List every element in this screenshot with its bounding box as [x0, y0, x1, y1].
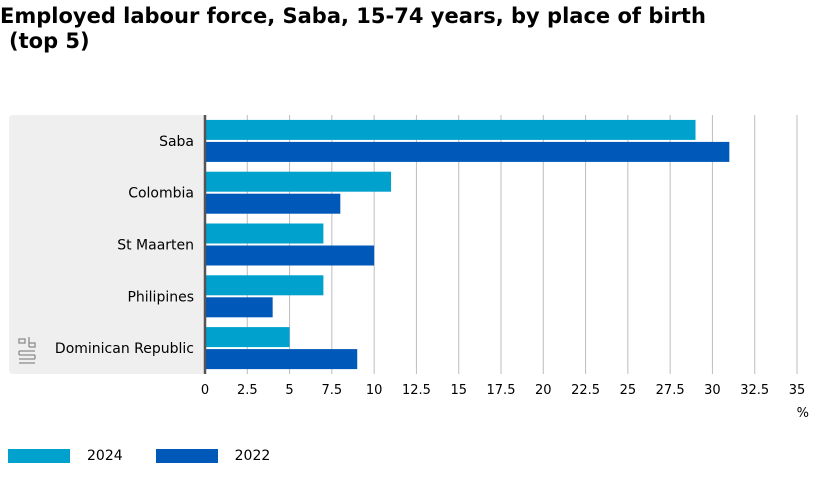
category-labels: Saba Colombia St Maarten Philipines Dominica… [55, 134, 194, 357]
category-label: Philipines [127, 289, 194, 305]
x-tick-label: 17.5 [487, 383, 516, 398]
bar-2024-st-maarten [205, 223, 324, 244]
x-tick-label: 12.5 [402, 383, 431, 398]
cbs-logo [18, 337, 36, 364]
bar-2022-philipines [205, 297, 273, 318]
bar-2022-saba [205, 141, 730, 162]
bar-2024-colombia [205, 171, 392, 192]
legend-swatch-2022 [155, 449, 218, 463]
legend-swatch-2024 [8, 449, 70, 463]
x-tick-label: 5 [285, 383, 293, 398]
category-label: St Maarten [117, 238, 194, 254]
x-tick-label: 7.5 [322, 383, 343, 398]
category-label: Saba [159, 134, 194, 150]
category-panel [9, 115, 205, 374]
x-axis-label: % [797, 406, 809, 421]
x-tick-label: 30 [704, 383, 721, 398]
bar-2024-philipines [205, 275, 324, 296]
bar-2022-colombia [205, 193, 341, 214]
legend-label-2024: 2024 [87, 448, 123, 464]
x-tick-label: 0 [201, 383, 209, 398]
x-tick-label: 15 [450, 383, 467, 398]
x-tick-label: 20 [535, 383, 552, 398]
legend-label-2022: 2022 [234, 448, 271, 464]
bar-2022-st-maarten [205, 245, 375, 266]
x-tick-label: 2.5 [237, 383, 258, 398]
x-tick-label: 10 [366, 383, 383, 398]
bar-chart: Saba Colombia St Maarten Philipines Dominica… [9, 115, 809, 421]
x-tick-label: 35 [789, 383, 806, 398]
x-tick-label: 22.5 [571, 383, 600, 398]
x-tick-label: 27.5 [656, 383, 685, 398]
x-tick-label: 32.5 [740, 383, 769, 398]
chart-title: Employed labour force, Saba, 15-74 years… [0, 4, 706, 53]
x-tick-label: 25 [620, 383, 637, 398]
legend-item-2024: 2024 [8, 448, 123, 464]
bar-2022-dominican-republic [205, 349, 358, 370]
x-tick-labels: 0 2.5 5 7.5 10 12.5 15 17.5 20 22.5 25 27.5 30 32.5 35 [201, 383, 805, 398]
category-label: Dominican Republic [55, 341, 194, 357]
legend-item-2022: 2022 [155, 448, 271, 464]
bar-2024-saba [205, 119, 696, 140]
category-label: Colombia [128, 186, 194, 202]
legend: 2024 2022 [8, 446, 303, 466]
bar-2024-dominican-republic [205, 327, 290, 348]
bars [205, 119, 730, 370]
